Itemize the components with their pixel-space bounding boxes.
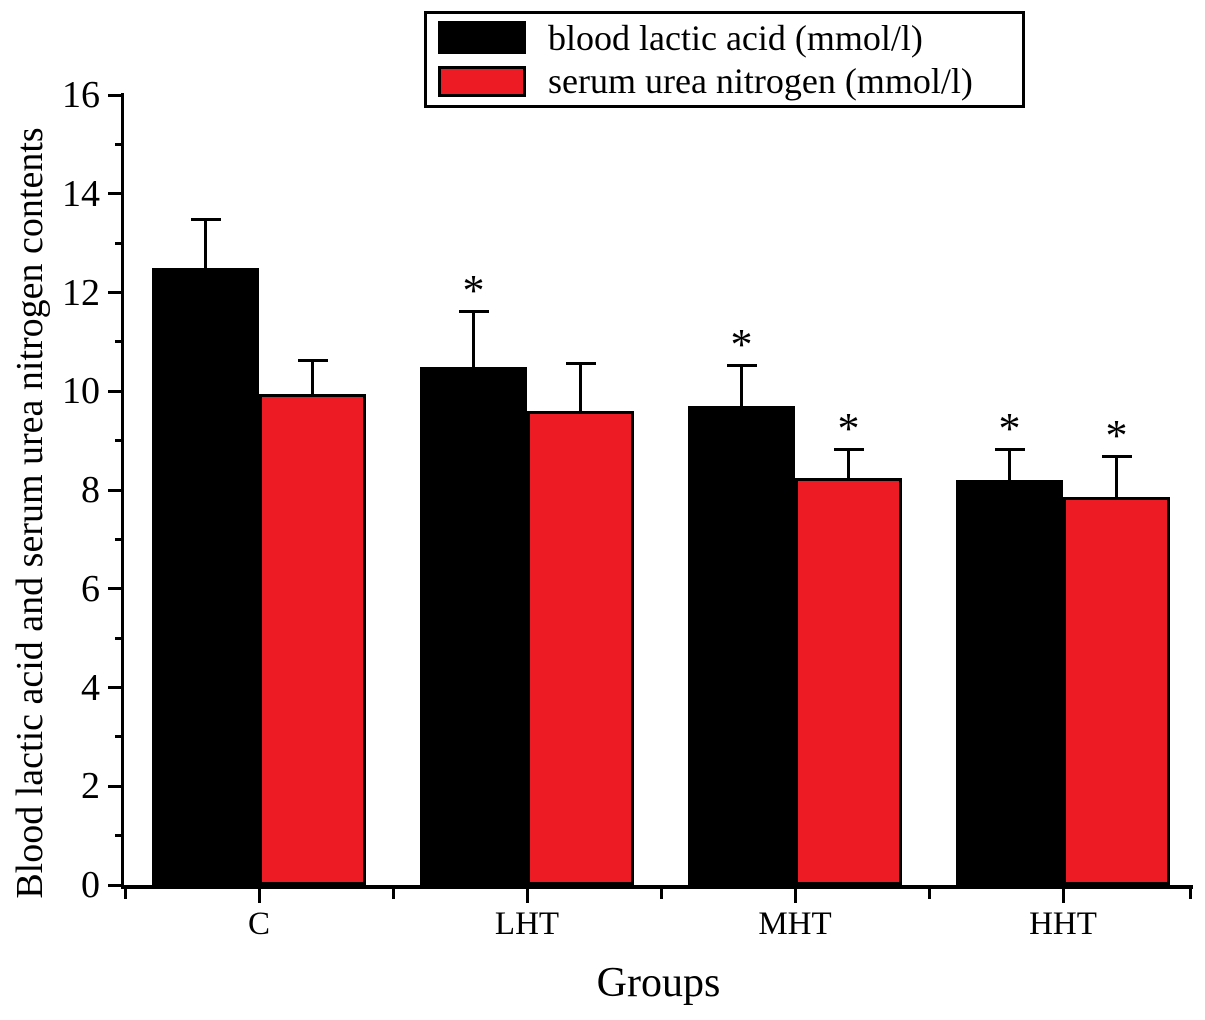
error-bar-cap — [726, 364, 757, 368]
error-bar-line — [579, 361, 582, 411]
y-major-tick — [108, 192, 124, 196]
y-tick-label: 10 — [62, 370, 100, 413]
x-major-tick — [1061, 889, 1065, 903]
y-minor-tick — [115, 537, 124, 541]
error-bar-line — [1008, 448, 1011, 481]
error-bar-line — [740, 364, 743, 407]
error-bar-line — [311, 359, 314, 394]
y-major-tick — [108, 488, 124, 492]
x-category-label-mht: MHT — [758, 906, 832, 942]
legend-swatch-serum-urea-nitrogen — [438, 65, 526, 97]
legend-swatch-blood-lactic-acid — [438, 21, 526, 55]
x-minor-tick — [659, 889, 663, 899]
x-minor-tick — [391, 889, 395, 899]
bar-blood-lactic-acid-mmol-l-c — [152, 267, 259, 885]
error-bar-cap — [458, 309, 489, 313]
error-bar-cap — [297, 359, 328, 363]
y-minor-tick — [115, 241, 124, 245]
error-bar-cap — [190, 218, 221, 222]
bar-blood-lactic-acid-mmol-l-lht — [420, 366, 527, 885]
error-bar-line — [1115, 455, 1118, 498]
x-category-label-c: C — [247, 906, 271, 942]
y-tick-label: 8 — [81, 469, 100, 511]
x-axis-title: Groups — [596, 960, 721, 1006]
y-tick-label: 4 — [81, 666, 100, 709]
x-major-tick — [525, 889, 529, 903]
y-tick-label: 0 — [81, 864, 100, 906]
x-minor-tick — [1188, 889, 1192, 899]
significance-asterisk: * — [730, 320, 753, 370]
x-axis — [121, 885, 1193, 889]
legend-row-serum-urea-nitrogen: serum urea nitrogen (mmol/l) — [438, 61, 1022, 101]
bar-serum-urea-nitrogen-mmol-l-lht — [527, 411, 634, 885]
legend: blood lactic acid (mmol/l) serum urea ni… — [424, 11, 1025, 108]
significance-asterisk: * — [462, 265, 485, 315]
y-minor-tick — [115, 439, 124, 443]
y-tick-label: 16 — [62, 74, 100, 116]
error-bar-cap — [994, 448, 1025, 452]
error-bar-line — [204, 218, 207, 268]
y-major-tick — [108, 587, 124, 591]
y-minor-tick — [115, 834, 124, 838]
legend-row-blood-lactic-acid: blood lactic acid (mmol/l) — [438, 18, 1022, 58]
bar-serum-urea-nitrogen-mmol-l-c — [259, 393, 366, 885]
bar-serum-urea-nitrogen-mmol-l-mht — [795, 477, 902, 885]
error-bar-line — [472, 309, 475, 367]
x-minor-tick — [927, 889, 931, 899]
legend-label-serum-urea-nitrogen: serum urea nitrogen (mmol/l) — [548, 61, 973, 102]
x-category-label-hht: HHT — [1029, 906, 1097, 942]
y-major-tick — [108, 784, 124, 788]
y-tick-label: 14 — [62, 172, 100, 215]
significance-asterisk: * — [837, 404, 860, 454]
y-minor-tick — [115, 735, 124, 739]
y-major-tick — [108, 883, 124, 887]
x-major-tick — [793, 889, 797, 903]
y-tick-label: 6 — [81, 567, 100, 610]
y-major-tick — [108, 93, 124, 97]
error-bar-cap — [565, 361, 596, 365]
y-major-tick — [108, 389, 124, 393]
bar-blood-lactic-acid-mmol-l-mht — [688, 406, 795, 885]
error-bar-cap — [1101, 455, 1132, 459]
x-category-label-lht: LHT — [494, 906, 560, 942]
y-major-tick — [108, 686, 124, 689]
x-major-tick — [257, 889, 261, 903]
y-tick-label: 2 — [81, 765, 100, 808]
y-minor-tick — [115, 340, 124, 344]
x-minor-tick — [123, 889, 127, 899]
error-bar-cap — [833, 448, 864, 452]
y-major-tick — [108, 291, 124, 294]
bar-blood-lactic-acid-mmol-l-hht — [956, 480, 1063, 885]
y-minor-tick — [115, 636, 124, 640]
error-bar-line — [847, 448, 850, 478]
y-minor-tick — [115, 142, 124, 146]
legend-label-blood-lactic-acid: blood lactic acid (mmol/l) — [548, 17, 923, 58]
significance-asterisk: * — [998, 404, 1021, 454]
bar-serum-urea-nitrogen-mmol-l-hht — [1063, 497, 1170, 885]
y-tick-label: 12 — [62, 271, 100, 314]
significance-asterisk: * — [1105, 411, 1128, 461]
